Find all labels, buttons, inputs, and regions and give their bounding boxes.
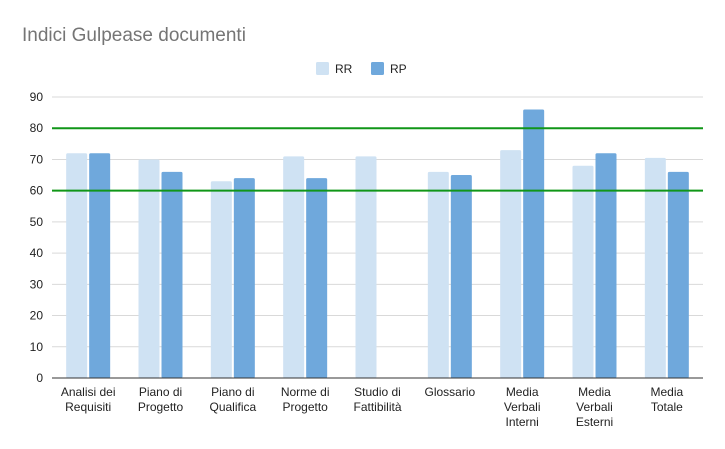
y-tick-label: 30	[30, 277, 44, 291]
y-tick-label: 0	[36, 371, 43, 385]
bar-rp	[89, 153, 111, 378]
x-category-label: Piano di Qualifica	[209, 385, 256, 414]
y-tick-label: 20	[30, 309, 44, 323]
reference-lines	[52, 127, 703, 192]
x-category-label: Media Totale	[650, 385, 683, 414]
y-axis-ticks: 0 10 20 30 40 50 60 70 80 90	[30, 90, 44, 385]
y-tick-label: 50	[30, 215, 44, 229]
bar-rp	[523, 109, 545, 378]
y-tick-label: 60	[30, 184, 44, 198]
bar-rp	[161, 171, 183, 378]
x-category-label: Analisi dei Requisiti	[61, 385, 116, 414]
bar-rr	[355, 156, 377, 378]
x-axis-categories: Analisi dei Requisiti Piano di Progetto Pian…	[61, 385, 684, 429]
chart-title: Indici Gulpease documenti	[22, 25, 246, 46]
bar-rp	[306, 178, 328, 378]
legend-swatch-rr	[316, 62, 329, 75]
bar-rp	[595, 153, 617, 378]
x-category-label: Media Verbali Esterni	[576, 385, 613, 429]
x-category-label: Media Verbali Interni	[504, 385, 541, 429]
bar-rp	[667, 171, 689, 378]
bar-rr	[427, 171, 449, 378]
bar-rp	[233, 178, 255, 378]
bar-rr	[210, 181, 232, 378]
bar-rr	[283, 156, 305, 378]
bar-rr	[500, 150, 522, 378]
x-category-label: Studio di Fattibilità	[353, 385, 401, 414]
bar-rr	[644, 157, 666, 378]
y-tick-label: 90	[30, 90, 44, 104]
bar-rr	[572, 165, 594, 378]
y-tick-label: 70	[30, 152, 44, 166]
bar-rp	[450, 175, 472, 378]
y-tick-label: 80	[30, 121, 44, 135]
legend-label-rr: RR	[335, 62, 353, 76]
bars	[66, 109, 689, 378]
y-tick-label: 40	[30, 246, 44, 260]
x-category-label: Norme di Progetto	[281, 385, 330, 414]
y-tick-label: 10	[30, 340, 44, 354]
x-category-label: Piano di Progetto	[138, 385, 184, 414]
x-category-label: Glossario	[424, 385, 475, 399]
legend: RR RP	[316, 62, 407, 76]
legend-label-rp: RP	[390, 62, 407, 76]
legend-swatch-rp	[371, 62, 384, 75]
bar-rr	[138, 159, 160, 378]
bar-rr	[66, 153, 88, 378]
